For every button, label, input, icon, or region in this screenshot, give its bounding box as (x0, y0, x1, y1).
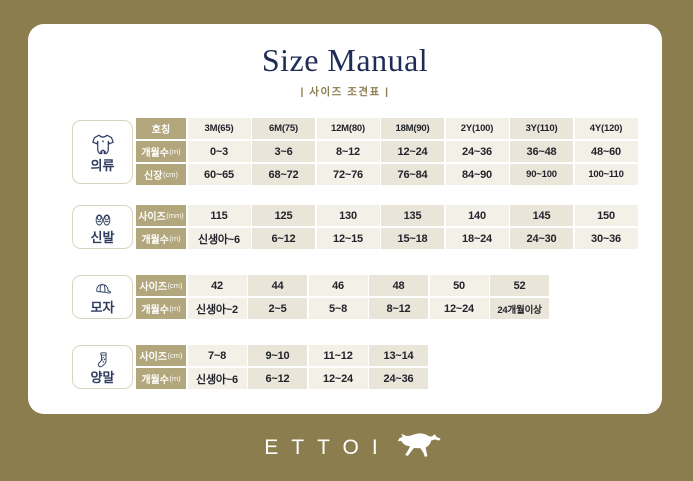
table-row: 호칭 3M(65) 6M(75) 12M(80) 18M(90) 2Y(100) 3Y(11… (136, 118, 638, 139)
table-row: 개월수 (m) 신생아~6 6~12 12~24 24~36 (136, 368, 428, 389)
size-value-cell: 11~12 (308, 345, 368, 366)
size-value-cell: 90~100 (510, 164, 573, 185)
size-value-cell: 24개월이상 (490, 298, 549, 319)
size-value-cell: 12M(80) (316, 118, 380, 139)
category-box-socks: 양말 (72, 345, 133, 389)
table-row: 사이즈 (mm) 115 125 130 135 140 145 150 (136, 205, 638, 226)
category-label-socks: 양말 (90, 370, 115, 385)
sock-icon (93, 350, 113, 370)
size-value-cell: 150 (574, 205, 638, 226)
row-header-cell: 개월수 (m) (136, 298, 186, 319)
size-value-cell: 42 (187, 275, 247, 296)
size-value-cell: 5~8 (308, 298, 368, 319)
size-value-cell: 15~18 (381, 228, 444, 249)
size-value-cell: 48 (369, 275, 428, 296)
size-value-cell: 24~30 (510, 228, 573, 249)
size-value-cell: 100~110 (574, 164, 638, 185)
size-value-cell: 6~12 (252, 228, 315, 249)
size-value-cell: 8~12 (316, 141, 380, 162)
category-label-shoes: 신발 (90, 230, 115, 245)
size-value-cell: 76~84 (381, 164, 444, 185)
size-value-cell: 52 (490, 275, 549, 296)
size-table-hat: 사이즈 (cm) 42 44 46 48 50 52 개월수 (m) 신생아~2 2~5 5~8 8~12… (136, 275, 549, 319)
category-box-hat: 모자 (72, 275, 133, 319)
size-section-clothing: 의류 호칭 3M(65) 6M(75) 12M(80) 18M(90) 2Y(100) 3Y(… (72, 118, 638, 185)
page-title: Size Manual (261, 42, 429, 78)
table-row: 사이즈 (cm) 42 44 46 48 50 52 (136, 275, 549, 296)
size-value-cell: 50 (429, 275, 489, 296)
size-value-cell: 130 (316, 205, 380, 226)
category-label-hat: 모자 (90, 300, 115, 315)
size-value-cell: 84~90 (445, 164, 509, 185)
size-value-cell: 145 (510, 205, 573, 226)
size-value-cell: 24~36 (445, 141, 509, 162)
size-value-cell: 44 (248, 275, 307, 296)
size-value-cell: 72~76 (316, 164, 380, 185)
size-value-cell: 3~6 (252, 141, 315, 162)
size-value-cell: 46 (308, 275, 368, 296)
size-value-cell: 68~72 (252, 164, 315, 185)
row-header-cell: 개월수 (m) (136, 368, 186, 389)
size-value-cell: 115 (187, 205, 251, 226)
size-value-cell: 6~12 (248, 368, 307, 389)
brand-footer: ETTOI (0, 431, 693, 464)
size-value-cell: 48~60 (574, 141, 638, 162)
category-label-clothing: 의류 (90, 157, 115, 173)
row-header-cell: 신장 (cm) (136, 164, 186, 185)
size-value-cell: 18~24 (445, 228, 509, 249)
size-value-cell: 12~15 (316, 228, 380, 249)
table-row: 신장 (cm) 60~65 68~72 72~76 76~84 84~90 90~100 100… (136, 164, 638, 185)
size-value-cell: 36~48 (510, 141, 573, 162)
size-value-cell: 125 (252, 205, 315, 226)
leaping-horse-icon (396, 431, 442, 464)
size-value-cell: 7~8 (187, 345, 247, 366)
table-row: 개월수 (m) 신생아~6 6~12 12~15 15~18 18~24 24~30 30~36 (136, 228, 638, 249)
category-box-shoes: 신발 (72, 205, 133, 249)
size-value-cell: 2Y(100) (445, 118, 509, 139)
row-header-cell: 개월수 (m) (136, 228, 186, 249)
size-value-cell: 9~10 (248, 345, 307, 366)
baby-shoes-icon (93, 210, 113, 230)
table-row: 개월수 (m) 0~3 3~6 8~12 12~24 24~36 36~48 48~60 (136, 141, 638, 162)
onesie-icon (90, 132, 116, 158)
size-manual-panel: Size Manual | 사이즈 조견표 | 의류 호칭 3M(65) 6M(75)… (28, 24, 662, 414)
category-box-clothing: 의류 (72, 119, 133, 184)
size-value-cell: 24~36 (369, 368, 428, 389)
size-value-cell: 신생아~6 (187, 228, 251, 249)
table-row: 개월수 (m) 신생아~2 2~5 5~8 8~12 12~24 24개월이상 (136, 298, 549, 319)
row-header-cell: 개월수 (m) (136, 141, 186, 162)
size-section-shoes: 신발 사이즈 (mm) 115 125 130 135 140 145 150 개월수 (m) 신생아~… (72, 205, 638, 249)
size-value-cell: 30~36 (574, 228, 638, 249)
row-header-cell: 호칭 (136, 118, 186, 139)
size-value-cell: 0~3 (187, 141, 251, 162)
size-table-socks: 사이즈 (cm) 7~8 9~10 11~12 13~14 개월수 (m) 신생아~6 6~12 1… (136, 345, 428, 389)
size-value-cell: 12~24 (381, 141, 444, 162)
size-table-shoes: 사이즈 (mm) 115 125 130 135 140 145 150 개월수 (m) 신생아~6 6… (136, 205, 638, 249)
size-value-cell: 12~24 (308, 368, 368, 389)
size-section-socks: 양말 사이즈 (cm) 7~8 9~10 11~12 13~14 개월수 (m) 신생아~6 6~1… (72, 345, 428, 389)
size-value-cell: 18M(90) (381, 118, 444, 139)
cap-icon (93, 280, 113, 300)
table-row: 사이즈 (cm) 7~8 9~10 11~12 13~14 (136, 345, 428, 366)
size-value-cell: 60~65 (187, 164, 251, 185)
row-header-cell: 사이즈 (cm) (136, 345, 186, 366)
size-value-cell: 8~12 (369, 298, 428, 319)
page-subtitle: | 사이즈 조견표 | (300, 86, 390, 98)
size-value-cell: 12~24 (429, 298, 489, 319)
size-value-cell: 6M(75) (252, 118, 315, 139)
row-header-cell: 사이즈 (mm) (136, 205, 186, 226)
size-value-cell: 3Y(110) (510, 118, 573, 139)
row-header-cell: 사이즈 (cm) (136, 275, 186, 296)
size-value-cell: 13~14 (369, 345, 428, 366)
size-table-clothing: 호칭 3M(65) 6M(75) 12M(80) 18M(90) 2Y(100) 3Y(11… (136, 118, 638, 185)
size-value-cell: 신생아~2 (187, 298, 247, 319)
size-value-cell: 신생아~6 (187, 368, 247, 389)
size-value-cell: 2~5 (248, 298, 307, 319)
size-value-cell: 140 (445, 205, 509, 226)
brand-name: ETTOI (264, 436, 391, 459)
size-section-hat: 모자 사이즈 (cm) 42 44 46 48 50 52 개월수 (m) 신생아~2 2~5 5~8 8~… (72, 275, 549, 319)
size-value-cell: 3M(65) (187, 118, 251, 139)
size-value-cell: 4Y(120) (574, 118, 638, 139)
size-value-cell: 135 (381, 205, 444, 226)
